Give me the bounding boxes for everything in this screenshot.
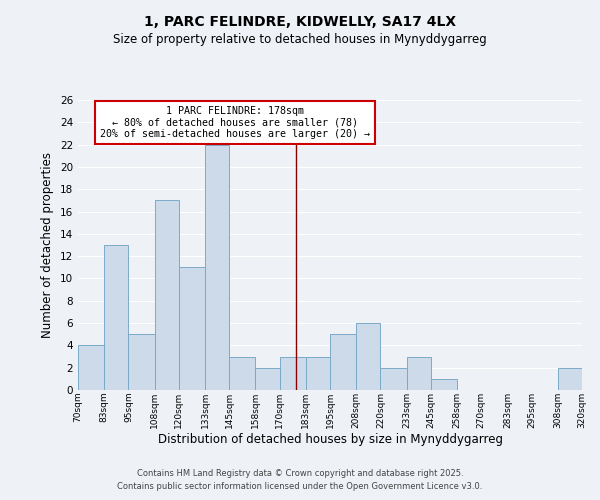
Bar (229, 356, 256, 390)
Bar (179, 268, 205, 390)
Bar (380, 368, 407, 390)
Text: 1, PARC FELINDRE, KIDWELLY, SA17 4LX: 1, PARC FELINDRE, KIDWELLY, SA17 4LX (144, 15, 456, 29)
Bar (407, 356, 431, 390)
Bar (155, 200, 179, 390)
Bar (306, 356, 330, 390)
Bar (256, 368, 280, 390)
Text: Contains HM Land Registry data © Crown copyright and database right 2025.: Contains HM Land Registry data © Crown c… (137, 468, 463, 477)
Bar (205, 144, 229, 390)
X-axis label: Distribution of detached houses by size in Mynyddygarreg: Distribution of detached houses by size … (157, 434, 503, 446)
Bar (128, 334, 155, 390)
Bar (356, 323, 380, 390)
Text: Contains public sector information licensed under the Open Government Licence v3: Contains public sector information licen… (118, 482, 482, 491)
Bar (78, 346, 104, 390)
Bar (330, 334, 356, 390)
Bar (280, 356, 306, 390)
Text: Size of property relative to detached houses in Mynyddygarreg: Size of property relative to detached ho… (113, 32, 487, 46)
Bar (104, 245, 128, 390)
Bar (558, 368, 582, 390)
Bar (431, 379, 457, 390)
Text: 1 PARC FELINDRE: 178sqm
← 80% of detached houses are smaller (78)
20% of semi-de: 1 PARC FELINDRE: 178sqm ← 80% of detache… (100, 106, 370, 139)
Y-axis label: Number of detached properties: Number of detached properties (41, 152, 55, 338)
